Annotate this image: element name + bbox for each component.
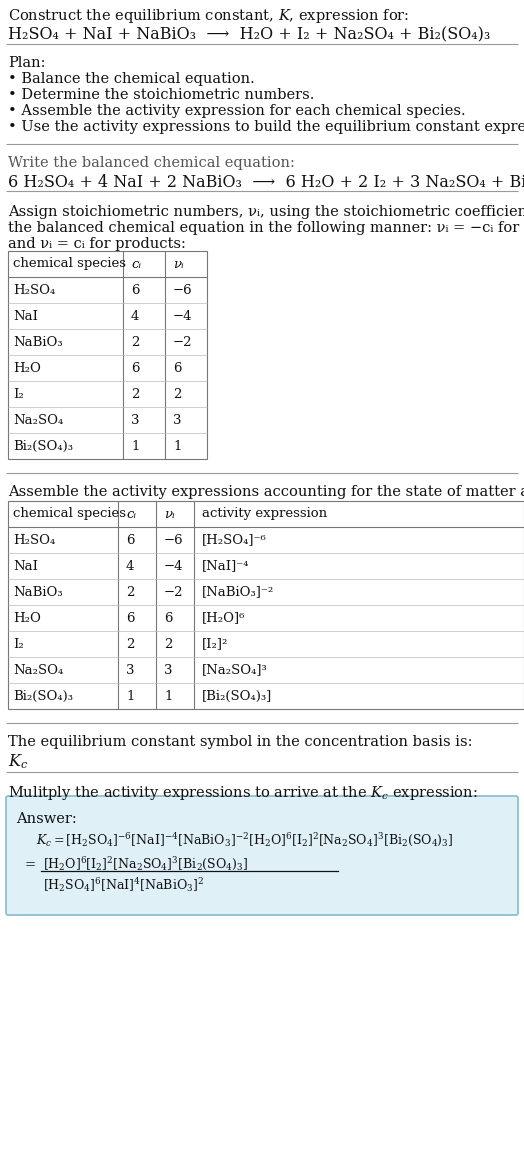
Text: • Balance the chemical equation.: • Balance the chemical equation.: [8, 72, 255, 86]
Text: $[\mathrm{H_2O}]^6 [\mathrm{I_2}]^2 [\mathrm{Na_2SO_4}]^3 [\mathrm{Bi_2(SO_4)_3}: $[\mathrm{H_2O}]^6 [\mathrm{I_2}]^2 [\ma…: [43, 857, 248, 873]
Bar: [8, 251, 207, 459]
Text: [I₂]²: [I₂]²: [202, 637, 228, 650]
Text: 6: 6: [164, 612, 172, 624]
Text: $K_c$: $K_c$: [8, 752, 28, 770]
Text: 4: 4: [126, 559, 134, 573]
Text: −2: −2: [164, 586, 183, 599]
Text: Assign stoichiometric numbers, νᵢ, using the stoichiometric coefficients, cᵢ, fr: Assign stoichiometric numbers, νᵢ, using…: [8, 205, 524, 219]
Bar: [8, 501, 524, 710]
Text: [Bi₂(SO₄)₃]: [Bi₂(SO₄)₃]: [202, 690, 272, 703]
Text: 4: 4: [131, 309, 139, 322]
Text: νᵢ: νᵢ: [164, 508, 174, 520]
FancyBboxPatch shape: [6, 796, 518, 915]
Text: Bi₂(SO₄)₃: Bi₂(SO₄)₃: [13, 440, 73, 453]
Text: −2: −2: [173, 335, 192, 349]
Text: 6: 6: [126, 533, 135, 546]
Text: • Assemble the activity expression for each chemical species.: • Assemble the activity expression for e…: [8, 104, 466, 118]
Text: 6: 6: [126, 612, 135, 624]
Text: −6: −6: [173, 284, 193, 296]
Text: 3: 3: [126, 664, 135, 677]
Text: 6: 6: [131, 284, 139, 296]
Text: H₂O: H₂O: [13, 612, 41, 624]
Text: NaI: NaI: [13, 309, 38, 322]
Text: and νᵢ = cᵢ for products:: and νᵢ = cᵢ for products:: [8, 237, 186, 251]
Text: $K_c = [\mathrm{H_2SO_4}]^{-6} [\mathrm{NaI}]^{-4} [\mathrm{NaBiO_3}]^{-2} [\mat: $K_c = [\mathrm{H_2SO_4}]^{-6} [\mathrm{…: [36, 832, 454, 850]
Text: Mulitply the activity expressions to arrive at the $K_c$ expression:: Mulitply the activity expressions to arr…: [8, 784, 477, 802]
Text: I₂: I₂: [13, 387, 24, 400]
Text: [NaBiO₃]⁻²: [NaBiO₃]⁻²: [202, 586, 274, 599]
Text: The equilibrium constant symbol in the concentration basis is:: The equilibrium constant symbol in the c…: [8, 735, 473, 749]
Text: 2: 2: [126, 586, 134, 599]
Text: 2: 2: [131, 387, 139, 400]
Text: H₂SO₄ + NaI + NaBiO₃  ⟶  H₂O + I₂ + Na₂SO₄ + Bi₂(SO₄)₃: H₂SO₄ + NaI + NaBiO₃ ⟶ H₂O + I₂ + Na₂SO₄…: [8, 26, 490, 43]
Text: 6: 6: [131, 362, 139, 375]
Text: cᵢ: cᵢ: [126, 508, 136, 520]
Text: Bi₂(SO₄)₃: Bi₂(SO₄)₃: [13, 690, 73, 703]
Text: Na₂SO₄: Na₂SO₄: [13, 664, 63, 677]
Text: Plan:: Plan:: [8, 56, 46, 70]
Text: −4: −4: [164, 559, 183, 573]
Text: the balanced chemical equation in the following manner: νᵢ = −cᵢ for reactants: the balanced chemical equation in the fo…: [8, 221, 524, 235]
Text: 1: 1: [164, 690, 172, 703]
Text: 3: 3: [173, 413, 181, 426]
Text: −6: −6: [164, 533, 183, 546]
Text: 2: 2: [126, 637, 134, 650]
Text: Write the balanced chemical equation:: Write the balanced chemical equation:: [8, 156, 295, 170]
Text: Na₂SO₄: Na₂SO₄: [13, 413, 63, 426]
Text: • Use the activity expressions to build the equilibrium constant expression.: • Use the activity expressions to build …: [8, 120, 524, 134]
Text: 1: 1: [173, 440, 181, 453]
Text: 3: 3: [131, 413, 139, 426]
Text: 2: 2: [131, 335, 139, 349]
Text: Answer:: Answer:: [16, 812, 77, 826]
Text: H₂SO₄: H₂SO₄: [13, 284, 55, 296]
Text: H₂SO₄: H₂SO₄: [13, 533, 55, 546]
Text: chemical species: chemical species: [13, 508, 126, 520]
Text: NaBiO₃: NaBiO₃: [13, 335, 63, 349]
Text: −4: −4: [173, 309, 192, 322]
Text: 6: 6: [173, 362, 181, 375]
Text: 6 H₂SO₄ + 4 NaI + 2 NaBiO₃  ⟶  6 H₂O + 2 I₂ + 3 Na₂SO₄ + Bi₂(SO₄)₃: 6 H₂SO₄ + 4 NaI + 2 NaBiO₃ ⟶ 6 H₂O + 2 I…: [8, 173, 524, 190]
Text: H₂O: H₂O: [13, 362, 41, 375]
Text: NaI: NaI: [13, 559, 38, 573]
Text: Assemble the activity expressions accounting for the state of matter and νᵢ:: Assemble the activity expressions accoun…: [8, 485, 524, 499]
Text: $=$: $=$: [22, 857, 36, 869]
Text: 2: 2: [164, 637, 172, 650]
Text: [Na₂SO₄]³: [Na₂SO₄]³: [202, 664, 268, 677]
Text: 2: 2: [173, 387, 181, 400]
Text: 1: 1: [126, 690, 134, 703]
Text: 3: 3: [164, 664, 172, 677]
Text: νᵢ: νᵢ: [173, 258, 183, 271]
Text: 1: 1: [131, 440, 139, 453]
Text: I₂: I₂: [13, 637, 24, 650]
Text: activity expression: activity expression: [202, 508, 327, 520]
Text: [H₂O]⁶: [H₂O]⁶: [202, 612, 245, 624]
Text: $[\mathrm{H_2SO_4}]^6 [\mathrm{NaI}]^4 [\mathrm{NaBiO_3}]^2$: $[\mathrm{H_2SO_4}]^6 [\mathrm{NaI}]^4 […: [43, 876, 204, 894]
Text: • Determine the stoichiometric numbers.: • Determine the stoichiometric numbers.: [8, 88, 314, 102]
Text: [NaI]⁻⁴: [NaI]⁻⁴: [202, 559, 249, 573]
Text: cᵢ: cᵢ: [131, 258, 141, 271]
Text: NaBiO₃: NaBiO₃: [13, 586, 63, 599]
Text: [H₂SO₄]⁻⁶: [H₂SO₄]⁻⁶: [202, 533, 267, 546]
Text: Construct the equilibrium constant, $K$, expression for:: Construct the equilibrium constant, $K$,…: [8, 7, 409, 25]
Text: chemical species: chemical species: [13, 258, 126, 271]
